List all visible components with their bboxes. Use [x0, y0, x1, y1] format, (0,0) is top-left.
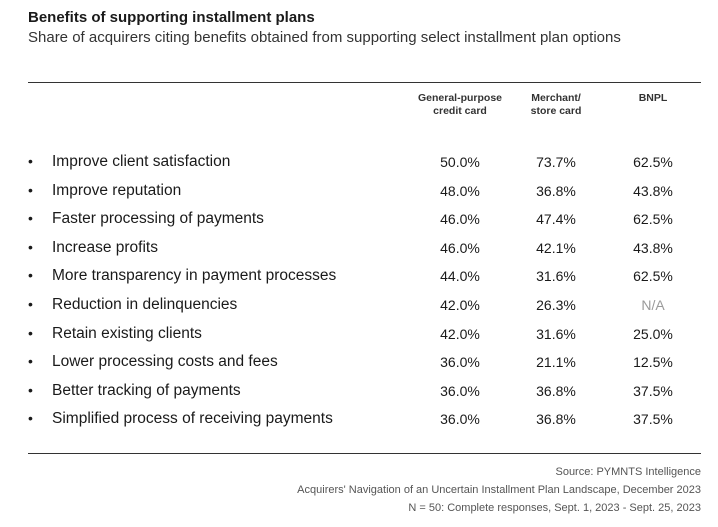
cell-bnpl: 62.5% [633, 268, 673, 285]
column-header-bnpl: BNPL [638, 92, 668, 104]
cell-bnpl: 43.8% [633, 182, 673, 199]
bullet-icon: • [28, 181, 33, 198]
cell-merchant-store-card: 31.6% [536, 325, 576, 342]
row-label: Faster processing of payments [52, 210, 264, 228]
cell-general-purpose-credit-card: 50.0% [440, 154, 480, 170]
row-label: Improve client satisfaction [52, 153, 231, 170]
bottom-divider [28, 453, 701, 454]
cell-general-purpose-credit-card: 42.0% [440, 297, 480, 313]
sample-note: N = 50: Complete responses, Sept. 1, 202… [408, 502, 701, 514]
cell-bnpl: 43.8% [633, 239, 673, 256]
cell-merchant-store-card: 31.6% [536, 268, 576, 285]
cell-general-purpose-credit-card: 42.0% [440, 325, 480, 342]
source-note: Source: PYMNTS Intelligence [555, 466, 701, 478]
cell-merchant-store-card: 36.8% [536, 182, 576, 199]
bullet-icon: • [28, 410, 33, 427]
row-label: Improve reputation [52, 181, 182, 199]
chart-subtitle: Share of acquirers citing benefits obtai… [28, 29, 621, 46]
cell-general-purpose-credit-card: 36.0% [440, 411, 480, 428]
cell-bnpl: 25.0% [633, 325, 673, 342]
cell-general-purpose-credit-card: 36.0% [440, 354, 480, 371]
bullet-icon: • [28, 296, 33, 312]
cell-bnpl: 12.5% [633, 354, 673, 371]
cell-merchant-store-card: 73.7% [536, 154, 576, 170]
table-row: • Simplified process of receiving payment… [28, 406, 701, 434]
column-header-general-purpose-credit-card: General-purpose credit card [417, 92, 503, 117]
chart-title: Benefits of supporting installment plans [28, 9, 315, 26]
row-label: Simplified process of receiving payments [52, 410, 333, 428]
table-row: • Reduction in delinquencies 42.0% 26.3% N/A [28, 292, 701, 320]
column-header-merchant-store-card: Merchant/ store card [530, 92, 582, 117]
row-label: Reduction in delinquencies [52, 296, 238, 313]
cell-general-purpose-credit-card: 48.0% [440, 182, 480, 199]
bullet-icon: • [28, 210, 33, 227]
bullet-icon: • [28, 353, 33, 370]
table-row: • Improve client satisfaction 50.0% 73.7% 62… [28, 149, 701, 177]
cell-bnpl: 62.5% [633, 154, 673, 170]
table-row: • Retain existing clients 42.0% 31.6% 25.0% [28, 321, 701, 349]
cell-merchant-store-card: 21.1% [536, 354, 576, 371]
row-label: More transparency in payment processes [52, 267, 337, 285]
report-note: Acquirers' Navigation of an Uncertain In… [297, 484, 701, 496]
cell-merchant-store-card: 47.4% [536, 211, 576, 228]
cell-bnpl: 62.5% [633, 211, 673, 228]
bullet-icon: • [28, 153, 33, 169]
row-label: Increase profits [52, 238, 158, 256]
table-row: • More transparency in payment processes 4… [28, 263, 701, 291]
table-row: • Faster processing of payments 46.0% 47.4%… [28, 206, 701, 234]
bullet-icon: • [28, 381, 33, 398]
cell-merchant-store-card: 36.8% [536, 382, 576, 399]
bullet-icon: • [28, 267, 33, 284]
table-row: • Lower processing costs and fees 36.0% 21.… [28, 349, 701, 377]
cell-bnpl: N/A [641, 297, 665, 313]
table-row: • Better tracking of payments 36.0% 36.8% 37… [28, 378, 701, 406]
row-label: Lower processing costs and fees [52, 353, 278, 371]
cell-general-purpose-credit-card: 44.0% [440, 268, 480, 285]
row-label: Retain existing clients [52, 324, 202, 342]
table-row: • Improve reputation 48.0% 36.8% 43.8% [28, 178, 701, 206]
cell-merchant-store-card: 36.8% [536, 411, 576, 428]
table-row: • Increase profits 46.0% 42.1% 43.8% [28, 235, 701, 263]
cell-general-purpose-credit-card: 46.0% [440, 211, 480, 228]
cell-general-purpose-credit-card: 46.0% [440, 239, 480, 256]
bullet-icon: • [28, 324, 33, 341]
cell-general-purpose-credit-card: 36.0% [440, 382, 480, 399]
cell-bnpl: 37.5% [633, 411, 673, 428]
cell-merchant-store-card: 42.1% [536, 239, 576, 256]
top-divider [28, 82, 701, 83]
bullet-icon: • [28, 238, 33, 255]
cell-bnpl: 37.5% [633, 382, 673, 399]
row-label: Better tracking of payments [52, 381, 241, 399]
cell-merchant-store-card: 26.3% [536, 297, 576, 313]
